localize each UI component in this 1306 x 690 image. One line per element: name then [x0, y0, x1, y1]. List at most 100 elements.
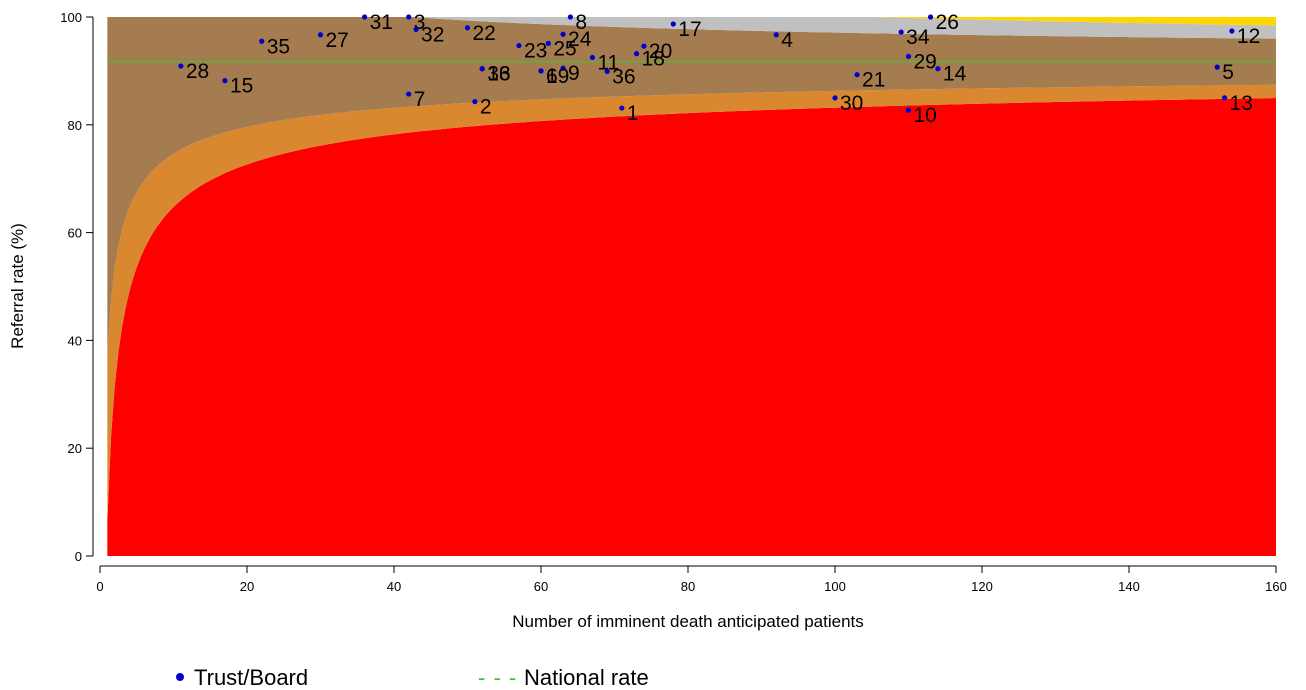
- data-point-28: [178, 63, 184, 69]
- band-central: [107, 17, 1277, 354]
- data-point-label-24: 24: [568, 28, 592, 51]
- data-point-label-10: 10: [914, 104, 937, 127]
- data-point-label-18: 18: [642, 48, 665, 71]
- data-point-label-29: 29: [914, 50, 937, 73]
- x-tick-label: 40: [387, 579, 401, 594]
- data-point-label-6: 6: [546, 65, 558, 88]
- data-point-label-30: 30: [840, 92, 863, 115]
- data-point-12: [1229, 28, 1235, 34]
- data-point-label-31: 31: [370, 11, 393, 34]
- data-point-label-19: 19: [546, 65, 569, 88]
- x-axis-label: Number of imminent death anticipated pat…: [512, 612, 864, 631]
- data-point-20: [641, 43, 647, 49]
- data-point-22: [464, 25, 471, 31]
- data-point-18: [633, 51, 640, 57]
- data-point-label-35: 35: [267, 35, 290, 58]
- y-tick-label: 20: [68, 441, 82, 456]
- data-point-2: [472, 99, 478, 105]
- data-point-9: [560, 65, 566, 71]
- data-point-27: [317, 32, 324, 38]
- data-point-33: [479, 66, 485, 72]
- band-middle_upper: [107, 17, 1277, 39]
- legend-trust-board: Trust/Board: [194, 665, 308, 690]
- legend-national-rate: National rate: [524, 665, 649, 690]
- data-point-label-14: 14: [943, 63, 967, 86]
- data-point-13: [1221, 95, 1228, 101]
- legend: Trust/Board - - - National rate: [176, 665, 649, 690]
- x-tick-label: 140: [1118, 579, 1140, 594]
- legend-dot-icon: [176, 673, 184, 681]
- data-point-label-23: 23: [524, 40, 547, 63]
- data-point-label-20: 20: [649, 40, 672, 63]
- data-point-19: [538, 68, 544, 74]
- data-point-label-7: 7: [414, 88, 426, 111]
- data-point-7: [406, 91, 412, 97]
- data-point-label-11: 11: [597, 51, 619, 74]
- data-point-23: [516, 42, 522, 49]
- data-point-label-28: 28: [186, 60, 209, 83]
- data-point-label-33: 33: [487, 63, 510, 86]
- data-point-label-27: 27: [326, 29, 349, 52]
- data-point-label-26: 26: [936, 11, 959, 34]
- data-point-17: [670, 21, 676, 27]
- x-tick-label: 60: [534, 579, 548, 594]
- band-outer_upper: [107, 17, 1277, 26]
- y-tick-label: 80: [68, 118, 82, 133]
- data-point-label-8: 8: [575, 11, 587, 34]
- x-tick-label: 100: [824, 579, 846, 594]
- data-point-label-3: 3: [414, 11, 426, 34]
- x-tick-label: 120: [971, 579, 993, 594]
- data-point-3: [406, 14, 412, 20]
- data-point-4: [773, 32, 779, 38]
- y-axis-label: Referral rate (%): [8, 223, 27, 349]
- data-point-15: [222, 78, 228, 84]
- data-point-label-5: 5: [1222, 61, 1234, 84]
- legend-dash-icon: - - -: [478, 665, 517, 690]
- data-point-30: [832, 95, 838, 101]
- data-point-5: [1214, 64, 1220, 70]
- data-point-31: [362, 14, 368, 20]
- data-point-label-13: 13: [1230, 92, 1253, 115]
- band-inner_lower: [107, 98, 1277, 556]
- data-point-label-16: 16: [487, 63, 510, 86]
- data-point-label-32: 32: [421, 23, 444, 46]
- data-point-label-36: 36: [612, 65, 635, 88]
- data-point-label-15: 15: [230, 75, 253, 98]
- data-point-8: [567, 14, 574, 20]
- data-point-label-22: 22: [473, 22, 496, 45]
- x-tick-label: 160: [1265, 579, 1287, 594]
- data-point-24: [560, 31, 566, 37]
- data-point-1: [619, 105, 625, 111]
- data-point-label-17: 17: [678, 18, 701, 41]
- data-point-label-34: 34: [906, 26, 930, 49]
- data-point-11: [589, 54, 596, 61]
- data-point-label-4: 4: [781, 29, 793, 52]
- data-point-25: [545, 40, 551, 47]
- data-point-35: [259, 38, 265, 44]
- data-point-29: [905, 53, 912, 59]
- data-point-10: [905, 107, 912, 113]
- x-tick-label: 0: [96, 579, 103, 594]
- x-tick-label: 80: [681, 579, 695, 594]
- data-point-label-12: 12: [1237, 25, 1260, 48]
- y-tick-label: 40: [68, 333, 82, 348]
- y-tick-label: 60: [68, 226, 82, 241]
- y-tick-label: 100: [60, 10, 82, 25]
- y-tick-label: 0: [75, 549, 82, 564]
- data-point-label-21: 21: [862, 69, 885, 92]
- data-point-label-25: 25: [553, 37, 576, 60]
- data-point-34: [898, 29, 904, 35]
- data-point-36: [604, 68, 610, 75]
- data-point-26: [927, 14, 934, 20]
- data-point-32: [413, 26, 419, 32]
- x-tick-label: 20: [240, 579, 254, 594]
- control-limit-bands: [107, 17, 1277, 556]
- data-point-label-2: 2: [480, 96, 492, 119]
- data-point-label-1: 1: [627, 102, 639, 125]
- data-point-14: [935, 66, 941, 72]
- data-point-label-9: 9: [568, 62, 580, 85]
- data-point-21: [854, 72, 860, 78]
